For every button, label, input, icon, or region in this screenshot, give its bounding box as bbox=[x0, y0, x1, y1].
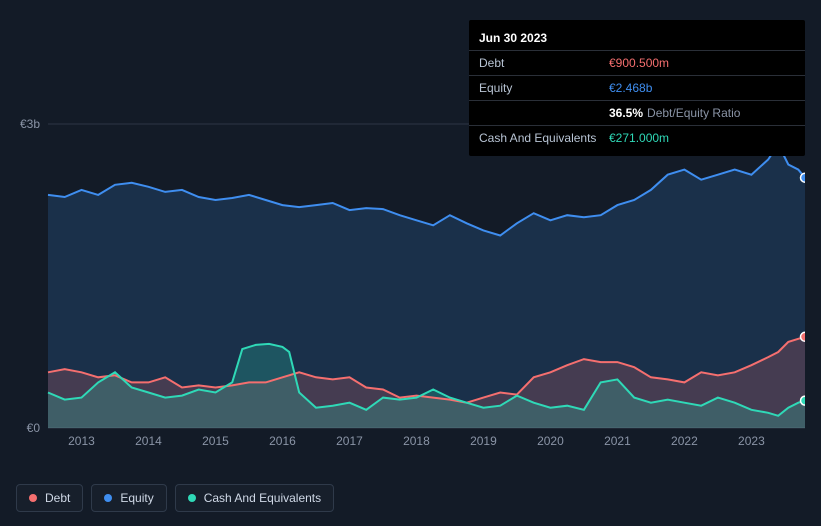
legend-debt-dot bbox=[29, 494, 37, 502]
legend-debt[interactable]: Debt bbox=[16, 484, 83, 512]
x-tick-2021: 2021 bbox=[604, 434, 631, 448]
legend-debt-label: Debt bbox=[45, 491, 70, 505]
x-tick-2022: 2022 bbox=[671, 434, 698, 448]
legend-equity[interactable]: Equity bbox=[91, 484, 166, 512]
legend-equity-label: Equity bbox=[120, 491, 153, 505]
y-tick-3b: €3b bbox=[20, 117, 40, 131]
tooltip-ratio-pct: 36.5% bbox=[609, 105, 643, 121]
tooltip-date: Jun 30 2023 bbox=[479, 30, 547, 46]
x-tick-2019: 2019 bbox=[470, 434, 497, 448]
x-tick-2016: 2016 bbox=[269, 434, 296, 448]
hover-tooltip: Jun 30 2023 Debt €900.500m Equity €2.468… bbox=[469, 20, 805, 156]
legend-cash-dot bbox=[188, 494, 196, 502]
x-tick-2023: 2023 bbox=[738, 434, 765, 448]
x-tick-2017: 2017 bbox=[336, 434, 363, 448]
legend-cash[interactable]: Cash And Equivalents bbox=[175, 484, 334, 512]
x-tick-2018: 2018 bbox=[403, 434, 430, 448]
tooltip-cash-label: Cash And Equivalents bbox=[479, 130, 609, 146]
x-axis: 2013 2014 2015 2016 2017 2018 2019 2020 2021 2022… bbox=[48, 120, 805, 460]
tooltip-debt-value: €900.500m bbox=[609, 55, 669, 71]
y-tick-0: €0 bbox=[27, 421, 40, 435]
tooltip-ratio-spacer bbox=[479, 105, 609, 121]
x-tick-2020: 2020 bbox=[537, 434, 564, 448]
x-tick-2013: 2013 bbox=[68, 434, 95, 448]
tooltip-equity-label: Equity bbox=[479, 80, 609, 96]
financials-chart[interactable]: €3b €0 201320142015201620172018201920202… bbox=[16, 120, 805, 460]
tooltip-equity-value: €2.468b bbox=[609, 80, 652, 96]
tooltip-cash-value: €271.000m bbox=[609, 130, 669, 146]
tooltip-ratio-label: Debt/Equity Ratio bbox=[647, 105, 740, 121]
legend: Debt Equity Cash And Equivalents bbox=[16, 484, 334, 512]
legend-cash-label: Cash And Equivalents bbox=[204, 491, 321, 505]
legend-equity-dot bbox=[104, 494, 112, 502]
x-tick-2015: 2015 bbox=[202, 434, 229, 448]
x-tick-2014: 2014 bbox=[135, 434, 162, 448]
tooltip-debt-label: Debt bbox=[479, 55, 609, 71]
